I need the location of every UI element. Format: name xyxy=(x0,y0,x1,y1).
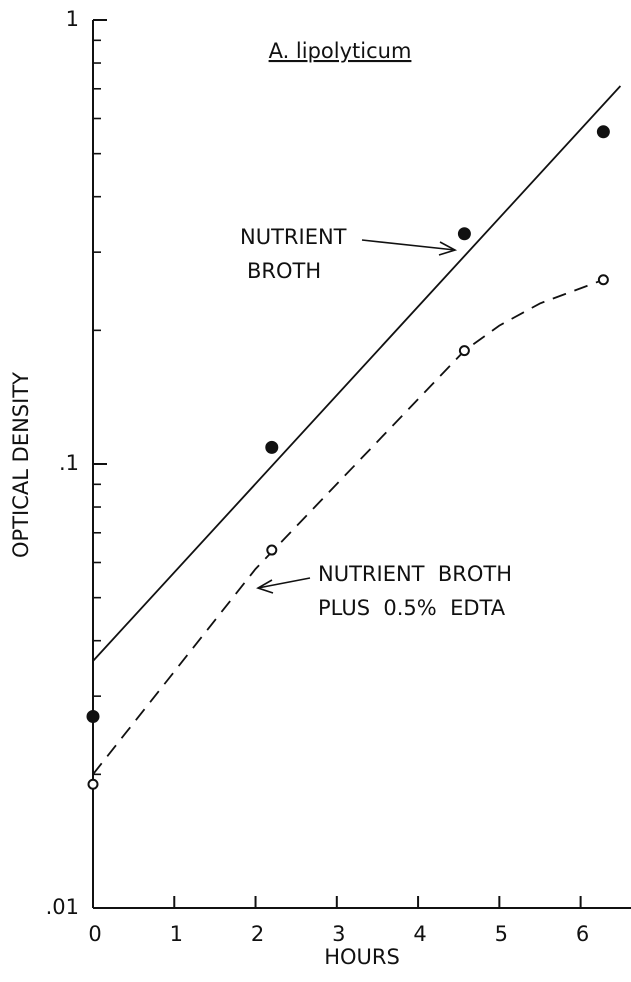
arrow-head xyxy=(256,579,274,594)
arrow xyxy=(361,239,456,251)
x-tick-label: 6 xyxy=(576,922,589,946)
arrows xyxy=(256,239,458,594)
chart-title: A. lipolyticum xyxy=(269,39,412,63)
arrow-head xyxy=(438,241,458,256)
annotation: PLUS 0.5% EDTA xyxy=(318,596,506,620)
y-axis-label: OPTICAL DENSITY xyxy=(9,372,33,558)
y-tick-label: 1 xyxy=(66,7,79,31)
data-point xyxy=(265,440,279,454)
data-point xyxy=(457,227,471,241)
data-point xyxy=(266,544,278,556)
data-point xyxy=(458,345,470,357)
data-point xyxy=(597,274,609,286)
fit-line xyxy=(92,278,604,775)
data-point xyxy=(86,709,100,723)
x-tick-label: 5 xyxy=(495,922,508,946)
x-tick-label: 3 xyxy=(332,922,345,946)
x-tick-label: 4 xyxy=(413,922,426,946)
x-tick-label: 0 xyxy=(88,922,101,946)
data-point xyxy=(87,778,99,790)
y-tick-label: .1 xyxy=(59,451,79,475)
annotation: NUTRIENT BROTH xyxy=(318,562,512,586)
arrow xyxy=(257,577,311,589)
data-point xyxy=(596,125,610,139)
x-axis-label: HOURS xyxy=(324,945,400,969)
x-tick-label: 1 xyxy=(170,922,183,946)
annotation: NUTRIENT xyxy=(240,225,347,249)
y-tick-label: .01 xyxy=(46,895,79,919)
fit-line xyxy=(92,85,622,662)
annotation: BROTH xyxy=(247,259,321,283)
x-tick-label: 2 xyxy=(251,922,264,946)
